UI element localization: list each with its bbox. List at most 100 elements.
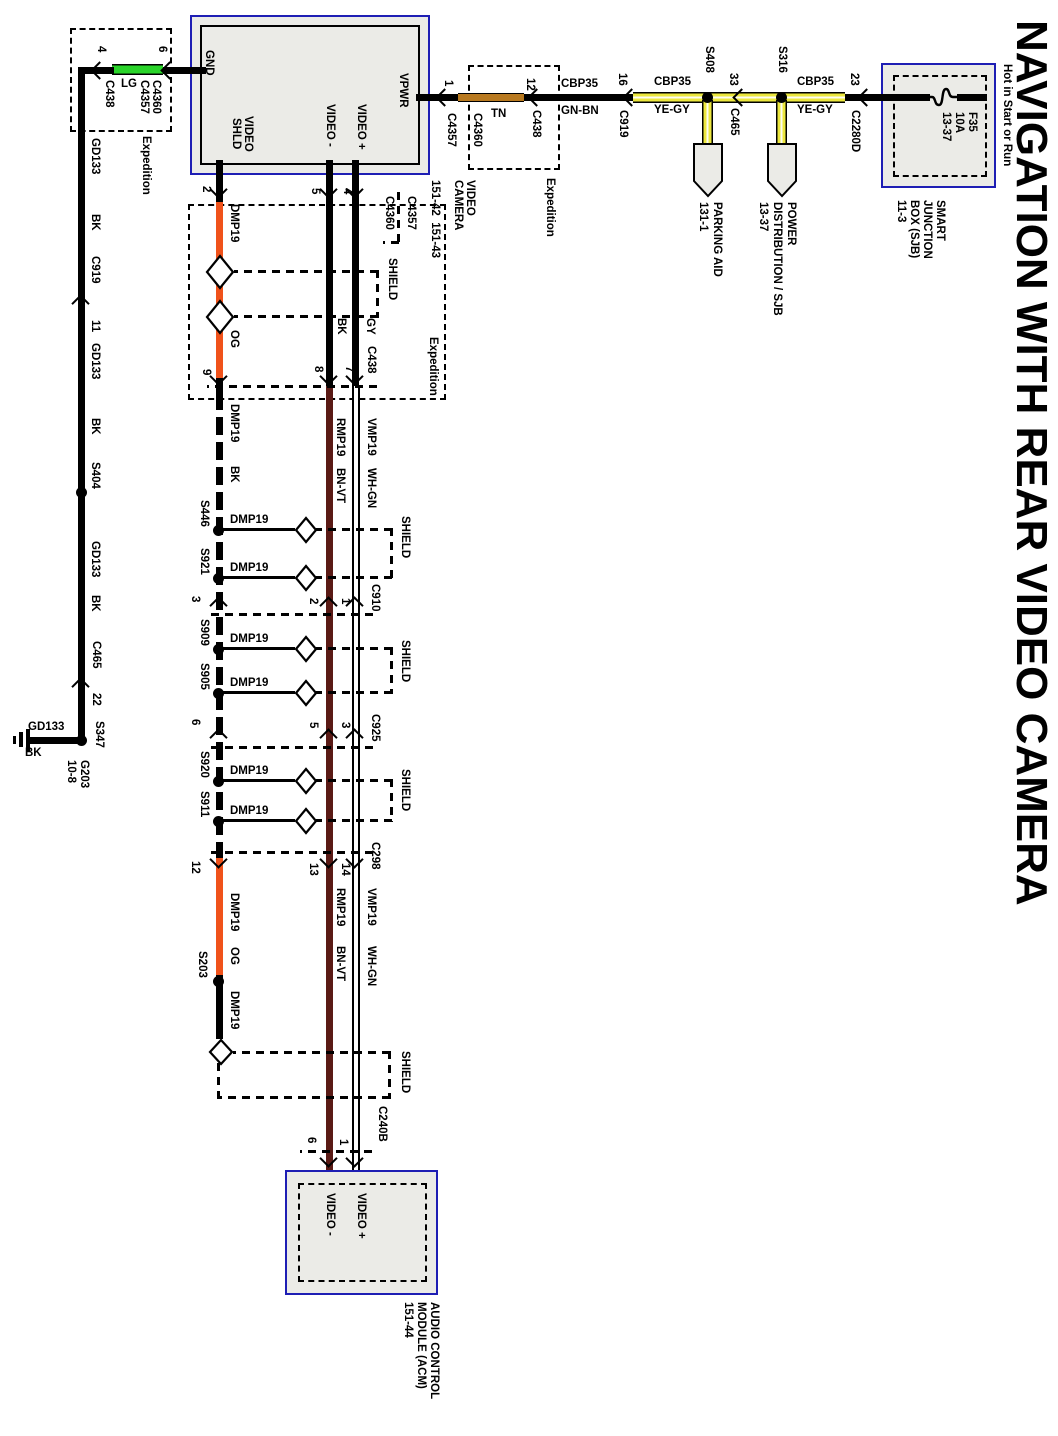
pin-video-minus: VIDEO - xyxy=(324,104,336,147)
pin-video-shld-1: VIDEO xyxy=(242,116,254,152)
acm-ref: 151-44 xyxy=(402,1302,414,1338)
wire-GN-BN: GN-BN xyxy=(561,105,599,117)
power-dist-2: DISTRIBUTION / SJB xyxy=(771,202,783,316)
hot-in-start-or-run: Hot in Start or Run xyxy=(1001,64,1013,167)
splice-S316-label: S316 xyxy=(776,46,788,73)
pin-video-shld-2: SHLD xyxy=(230,118,242,150)
shield-wire-og-1 xyxy=(216,202,223,378)
splice-S347-label: S347 xyxy=(93,721,105,748)
gnd-wire-lg xyxy=(112,64,163,75)
pin-1: 1 xyxy=(442,80,454,87)
ground-ref-1: G203 xyxy=(78,760,90,789)
c4357-arrow xyxy=(435,88,454,107)
fuse-f35-symbol xyxy=(928,87,958,107)
wire-GD133-3: GD133 xyxy=(89,541,101,578)
power-wire-tn xyxy=(458,93,524,102)
branch-s911 xyxy=(222,819,295,822)
fuse-name: F35 xyxy=(966,112,978,132)
offpage-parking-aid xyxy=(693,143,723,198)
conn-C240B: C240B xyxy=(376,1106,388,1142)
shield1-top xyxy=(390,528,393,579)
splice-S203 xyxy=(213,975,225,987)
wire-OG-b: OG xyxy=(228,947,240,965)
conn-C2280D: C2280D xyxy=(849,110,861,153)
wire-CBP35-2: CBP35 xyxy=(654,76,692,88)
shield-symbol xyxy=(205,254,235,290)
conn-line-c298 xyxy=(205,851,373,854)
branch-DMP19: DMP19 xyxy=(230,633,269,645)
wire-BK-1: BK xyxy=(89,214,101,231)
acm-pin-video-plus: VIDEO + xyxy=(355,1193,367,1239)
branch-s921 xyxy=(222,576,295,579)
branch-s920 xyxy=(222,779,295,782)
c925-arrow xyxy=(319,728,338,747)
sjb-name-1: SMART xyxy=(934,200,946,241)
pin-14-c298: 14 xyxy=(339,863,351,876)
camera-conn-arrow xyxy=(319,180,338,199)
conn-C298: C298 xyxy=(369,842,381,870)
power-dist-3: 13-37 xyxy=(757,202,769,232)
wire-YE-GY-2: YE-GY xyxy=(654,104,690,116)
wire-RMP19-2: RMP19 xyxy=(334,888,346,927)
shield1-left xyxy=(316,528,392,531)
conn-C465-gnd: C465 xyxy=(90,641,102,669)
s408-branch-wire xyxy=(702,100,713,144)
shield4-top xyxy=(388,1051,391,1099)
fuse-ref: 13-37 xyxy=(940,112,952,142)
shield-symbol xyxy=(294,767,318,795)
shield4-right xyxy=(219,1096,390,1099)
ground-bar-3 xyxy=(13,736,16,744)
pin-23: 23 xyxy=(848,73,860,86)
conn-C438-gnd: C438 xyxy=(103,80,115,108)
acm-name-1: AUDIO CONTROL xyxy=(428,1302,440,1400)
camera-conn-arrow xyxy=(209,180,228,199)
pin-3-c925: 3 xyxy=(339,722,351,729)
splice-S909-label: S909 xyxy=(198,619,210,646)
parking-aid-2: 131-1 xyxy=(697,202,709,232)
conn-C4357-gnd: C4357 xyxy=(138,80,150,114)
pin-6-gnd: 6 xyxy=(156,46,168,53)
wire-VMP19-2: VMP19 xyxy=(365,888,377,926)
pin-13-c298: 13 xyxy=(307,863,319,876)
pin-2-c910: 2 xyxy=(307,598,319,605)
splice-S911 xyxy=(213,815,225,827)
wire-CBP35-3: CBP35 xyxy=(561,78,599,90)
branch-DMP19: DMP19 xyxy=(230,765,269,777)
pin-22-gnd: 22 xyxy=(90,693,102,706)
splice-S408-label: S408 xyxy=(703,46,715,73)
shield4-bottom xyxy=(217,1063,220,1099)
splice-S404-label: S404 xyxy=(89,462,101,489)
wire-GD133-4: GD133 xyxy=(28,721,65,733)
shield-symbol xyxy=(294,807,318,835)
pin-video-plus: VIDEO + xyxy=(355,104,367,150)
shield2-label: SHIELD xyxy=(399,640,411,683)
fuse-rating: 10A xyxy=(953,112,965,134)
splice-S446-label: S446 xyxy=(198,500,210,527)
branch-s905 xyxy=(222,691,295,694)
conn-C919-gnd: C919 xyxy=(89,256,101,284)
conn-line-c925 xyxy=(205,746,373,749)
conn-C438: C438 xyxy=(530,110,542,138)
c925-arrow xyxy=(345,728,364,747)
shield4-left xyxy=(233,1051,390,1054)
pin-2: 2 xyxy=(200,186,212,193)
pin-11-gnd: 11 xyxy=(89,320,101,333)
acm-name-2: MODULE (ACM) xyxy=(415,1302,427,1389)
sjb-ref: 11-3 xyxy=(895,200,907,223)
pin-9: 9 xyxy=(200,369,212,376)
s316-branch-wire xyxy=(776,100,787,144)
splice-S911-label: S911 xyxy=(198,791,210,818)
splice-S921 xyxy=(213,572,225,584)
conn-C465: C465 xyxy=(728,108,740,136)
splice-S446 xyxy=(213,524,225,536)
shield0-left xyxy=(234,270,378,273)
pin-12: 12 xyxy=(524,78,536,91)
shield-symbol xyxy=(294,564,318,592)
vpwr-pin-stub xyxy=(416,94,432,101)
shield3-label: SHIELD xyxy=(399,769,411,812)
shield-wire-dmp19-bk xyxy=(216,392,223,858)
wire-GY: GY xyxy=(364,318,376,335)
splice-S921-label: S921 xyxy=(198,548,210,575)
